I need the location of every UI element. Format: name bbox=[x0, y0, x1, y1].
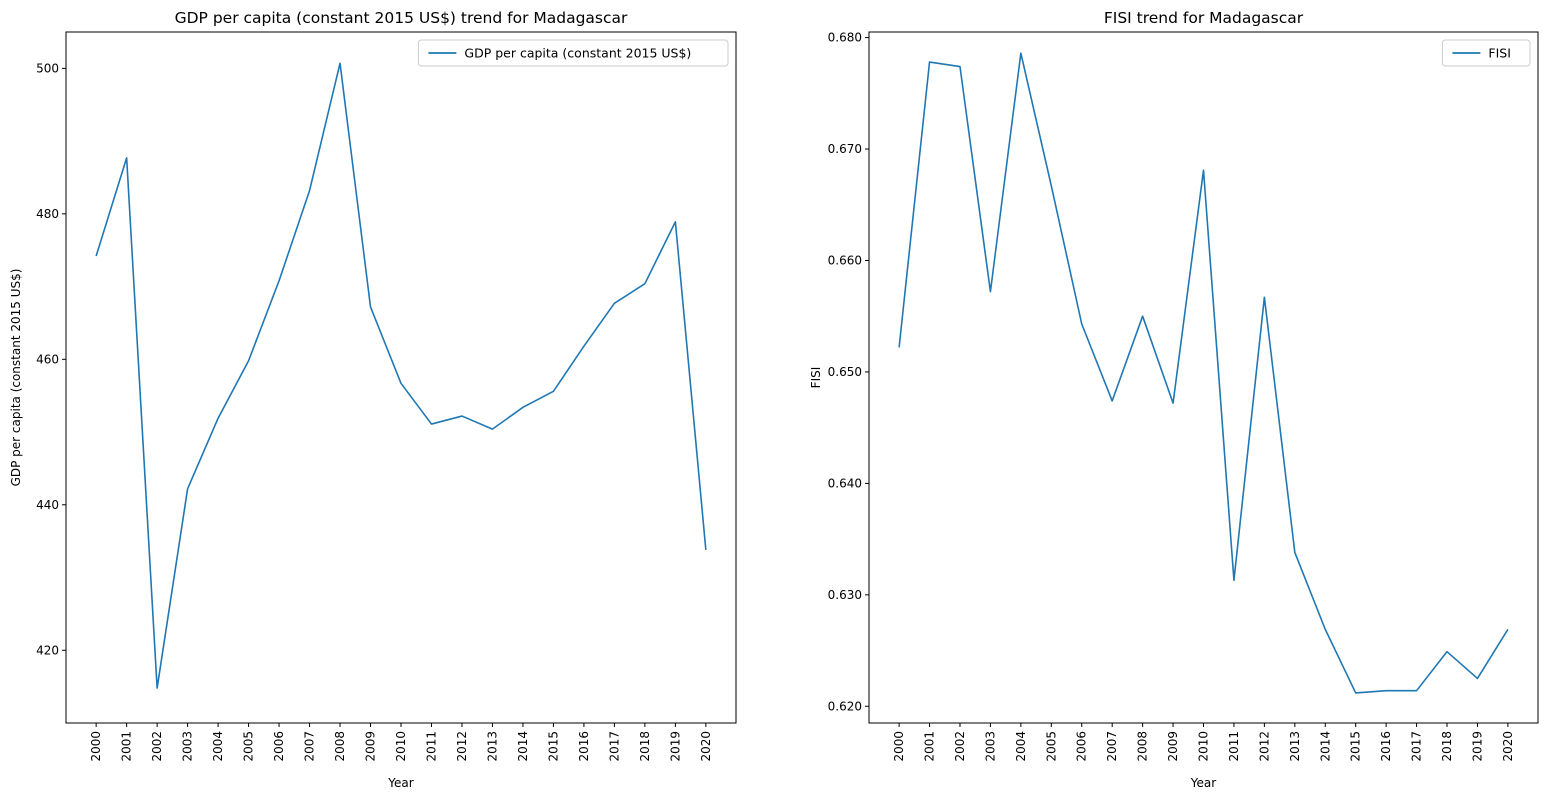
x-tick-label: 2015 bbox=[1349, 731, 1363, 762]
x-tick-label: 2011 bbox=[424, 731, 438, 762]
y-tick-label: 480 bbox=[36, 207, 59, 221]
y-axis-label: FISI bbox=[809, 367, 823, 389]
x-tick-label: 2018 bbox=[1440, 731, 1454, 762]
x-tick-label: 2019 bbox=[1470, 731, 1484, 762]
legend: GDP per capita (constant 2015 US$) bbox=[417, 39, 729, 67]
x-axis-label: Year bbox=[387, 776, 413, 790]
legend-label: FISI bbox=[1488, 46, 1511, 61]
series-line bbox=[898, 52, 1509, 694]
y-tick-label: 0.620 bbox=[828, 699, 862, 713]
series-line bbox=[95, 62, 707, 689]
y-tick-label: 0.680 bbox=[828, 31, 862, 45]
x-tick-label: 2000 bbox=[892, 731, 906, 762]
x-tick-label: 2009 bbox=[364, 731, 378, 762]
x-tick-label: 2012 bbox=[1257, 731, 1271, 762]
x-tick-label: 2000 bbox=[89, 731, 103, 762]
x-tick-label: 2018 bbox=[638, 731, 652, 762]
x-tick-label: 2003 bbox=[983, 731, 997, 762]
x-tick-label: 2016 bbox=[577, 731, 591, 762]
x-tick-label: 2005 bbox=[242, 731, 256, 762]
x-tick-label: 2002 bbox=[953, 731, 967, 762]
x-tick-label: 2012 bbox=[455, 731, 469, 762]
x-tick-label: 2020 bbox=[699, 731, 713, 762]
y-tick-label: 0.640 bbox=[828, 476, 862, 490]
x-axis-label: Year bbox=[1190, 776, 1216, 790]
x-tick-label: 2007 bbox=[1105, 731, 1119, 762]
x-tick-label: 2003 bbox=[181, 731, 195, 762]
x-tick-label: 2005 bbox=[1044, 731, 1058, 762]
x-tick-label: 2001 bbox=[120, 731, 134, 762]
plot-frame bbox=[65, 31, 737, 724]
legend-box bbox=[1441, 39, 1531, 67]
y-tick-label: 440 bbox=[36, 498, 59, 512]
x-tick-label: 2010 bbox=[1197, 731, 1211, 762]
x-tick-label: 2009 bbox=[1166, 731, 1180, 762]
x-tick-label: 2020 bbox=[1501, 731, 1515, 762]
x-tick-label: 2013 bbox=[485, 731, 499, 762]
y-tick-label: 420 bbox=[36, 643, 59, 657]
x-tick-label: 2010 bbox=[394, 731, 408, 762]
x-tick-label: 2006 bbox=[1075, 731, 1089, 762]
legend-label: GDP per capita (constant 2015 US$) bbox=[464, 46, 691, 61]
legend-box bbox=[417, 39, 729, 67]
y-tick-label: 0.650 bbox=[828, 365, 862, 379]
chart-1: GDP per capita (constant 2015 US$) trend… bbox=[9, 9, 737, 790]
x-tick-label: 2014 bbox=[1318, 731, 1332, 762]
x-tick-label: 2001 bbox=[923, 731, 937, 762]
x-tick-label: 2007 bbox=[303, 731, 317, 762]
x-tick-label: 2008 bbox=[1136, 731, 1150, 762]
y-tick-label: 0.660 bbox=[828, 253, 862, 267]
y-tick-label: 0.670 bbox=[828, 142, 862, 156]
y-tick-label: 0.630 bbox=[828, 588, 862, 602]
y-tick-label: 500 bbox=[36, 61, 59, 75]
x-tick-label: 2016 bbox=[1379, 731, 1393, 762]
chart-title: GDP per capita (constant 2015 US$) trend… bbox=[175, 9, 628, 27]
x-tick-label: 2017 bbox=[1410, 731, 1424, 762]
x-tick-label: 2004 bbox=[211, 731, 225, 762]
x-tick-label: 2004 bbox=[1014, 731, 1028, 762]
x-tick-label: 2015 bbox=[546, 731, 560, 762]
x-tick-label: 2014 bbox=[516, 731, 530, 762]
x-tick-label: 2011 bbox=[1227, 731, 1241, 762]
chart-title: FISI trend for Madagascar bbox=[1104, 9, 1304, 27]
x-tick-label: 2002 bbox=[150, 731, 164, 762]
x-tick-label: 2013 bbox=[1288, 731, 1302, 762]
y-tick-label: 460 bbox=[36, 352, 59, 366]
y-axis-label: GDP per capita (constant 2015 US$) bbox=[9, 269, 23, 487]
x-tick-label: 2019 bbox=[668, 731, 682, 762]
x-tick-label: 2017 bbox=[607, 731, 621, 762]
x-tick-label: 2008 bbox=[333, 731, 347, 762]
legend: FISI bbox=[1441, 39, 1531, 67]
x-tick-label: 2006 bbox=[272, 731, 286, 762]
chart-2: FISI trend for Madagascar 2000 2001 2002 200… bbox=[809, 9, 1539, 790]
